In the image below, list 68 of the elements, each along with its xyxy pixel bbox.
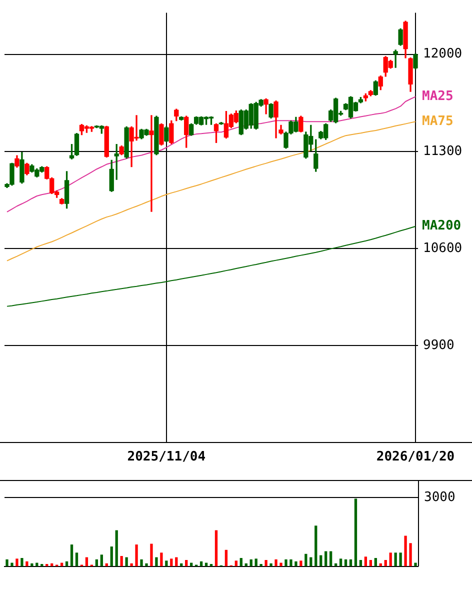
- bar: [294, 561, 298, 566]
- y-tick-label: 10600: [423, 240, 462, 256]
- bar: [26, 561, 28, 566]
- bar: [214, 530, 218, 566]
- bar: [115, 530, 118, 566]
- candlestick: [149, 115, 154, 212]
- bar: [270, 563, 272, 566]
- bar: [414, 562, 417, 566]
- bar: [364, 556, 368, 566]
- bar: [165, 560, 168, 566]
- bar: [140, 559, 143, 566]
- bar: [60, 562, 64, 566]
- bar: [280, 562, 282, 566]
- bar: [135, 544, 138, 566]
- bar: [70, 544, 74, 566]
- bar: [304, 554, 308, 566]
- bar: [125, 557, 128, 566]
- bar: [20, 558, 24, 566]
- bar: [324, 551, 328, 566]
- bar: [264, 560, 268, 566]
- bar: [100, 554, 103, 566]
- bar: [16, 558, 18, 566]
- bar: [36, 562, 38, 566]
- bar: [399, 552, 402, 566]
- bar: [320, 555, 322, 566]
- bar: [339, 558, 342, 566]
- bar: [185, 560, 188, 566]
- bar: [359, 560, 362, 566]
- bar: [10, 562, 14, 566]
- y-tick-label: 11300: [423, 144, 462, 159]
- bar: [354, 498, 358, 566]
- bar: [160, 552, 163, 566]
- bar: [394, 552, 397, 566]
- x-tick-label: 2025/11/04: [127, 450, 206, 465]
- bar: [234, 560, 238, 566]
- bar: [409, 543, 412, 566]
- bar: [130, 563, 133, 566]
- bar: [384, 560, 387, 566]
- bar: [190, 562, 193, 566]
- bar: [374, 558, 377, 566]
- bar: [290, 559, 292, 566]
- bar: [389, 552, 392, 566]
- series-label: MA200: [422, 218, 462, 234]
- bar: [284, 559, 288, 566]
- x-tick-label: 2026/01/20: [376, 450, 455, 465]
- series-label: MA75: [422, 114, 454, 129]
- text: 3000: [424, 490, 456, 505]
- bar: [274, 559, 278, 566]
- bar: [204, 562, 208, 566]
- bar: [110, 546, 113, 566]
- bar: [6, 559, 8, 566]
- bar: [329, 551, 332, 566]
- bar: [224, 550, 228, 566]
- y-tick-label: 12000: [423, 46, 462, 62]
- bar: [150, 544, 153, 566]
- bar: [145, 563, 148, 566]
- bar: [75, 552, 78, 566]
- bar: [240, 558, 242, 566]
- series-label: MA25: [422, 89, 454, 104]
- bar: [170, 558, 173, 566]
- bar: [369, 560, 372, 566]
- bar: [314, 526, 318, 566]
- bar: [300, 560, 302, 566]
- bar: [155, 557, 158, 566]
- bar: [254, 558, 258, 566]
- y-tick-label: 9900: [423, 338, 454, 353]
- bar: [120, 556, 123, 566]
- bar: [404, 536, 407, 566]
